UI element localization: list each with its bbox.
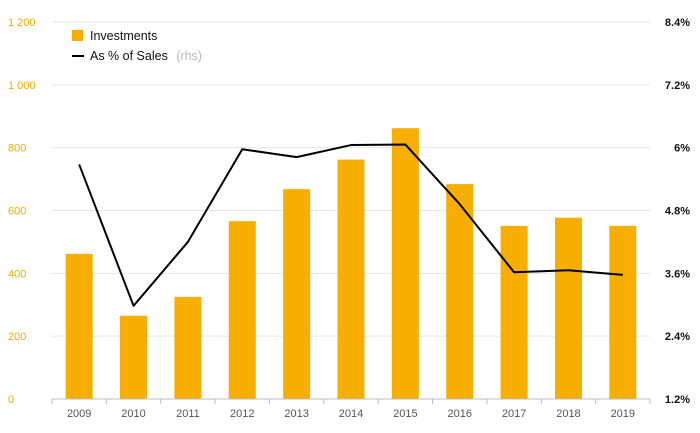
x-tick-label: 2009 xyxy=(67,408,91,420)
left-tick-label: 400 xyxy=(8,268,26,280)
right-tick-label: 3.6% xyxy=(665,268,690,280)
x-tick-label: 2019 xyxy=(611,408,635,420)
legend-ratio-label: As % of Sales xyxy=(90,49,168,63)
left-tick-label: 200 xyxy=(8,331,26,343)
sales-ratio-line xyxy=(78,143,623,307)
left-tick-label: 1 200 xyxy=(8,17,36,29)
bar-2018 xyxy=(554,217,582,399)
left-tick-label: 800 xyxy=(8,143,26,155)
right-tick-label: 6% xyxy=(674,143,690,155)
legend-ratio-text: As % of Sales (rhs) xyxy=(90,47,202,64)
right-y-axis-labels: 1.2% 2.4% 3.6% 4.8% 6% 7.2% 8.4% xyxy=(665,17,690,406)
x-tick-label: 2011 xyxy=(176,408,200,420)
bar-2009 xyxy=(65,253,93,399)
bar-2010 xyxy=(120,315,148,399)
bar-2016 xyxy=(446,184,474,399)
legend-ratio-note: (rhs) xyxy=(176,49,202,63)
right-tick-label: 1.2% xyxy=(665,394,690,406)
bar-2011 xyxy=(174,296,202,399)
x-tick-label: 2018 xyxy=(556,408,580,420)
x-tick-label: 2016 xyxy=(447,408,471,420)
left-y-axis-labels: 0 200 400 600 800 1 000 1 200 xyxy=(8,17,36,406)
right-tick-label: 7.2% xyxy=(665,80,690,92)
right-tick-label: 8.4% xyxy=(665,17,690,29)
x-tick-label: 2015 xyxy=(393,408,417,420)
x-tick-label: 2010 xyxy=(121,408,145,420)
left-tick-label: 0 xyxy=(8,394,14,406)
x-tick-label: 2017 xyxy=(502,408,526,420)
bar-2015 xyxy=(391,128,419,399)
x-tick-label: 2013 xyxy=(284,408,308,420)
x-axis-ticks: 2009 2010 2011 2012 2013 2014 2015 2016 2017 2018… xyxy=(51,399,651,420)
investment-bars xyxy=(65,128,637,399)
legend: Investments As % of Sales (rhs) xyxy=(72,29,202,64)
bar-2019 xyxy=(609,225,637,399)
right-tick-label: 4.8% xyxy=(665,206,690,218)
left-tick-label: 1 000 xyxy=(8,80,36,92)
x-tick-label: 2014 xyxy=(339,408,363,420)
bar-2014 xyxy=(337,159,365,399)
right-tick-label: 2.4% xyxy=(665,331,690,343)
legend-investments-label: Investments xyxy=(90,29,157,43)
legend-investments-swatch xyxy=(72,30,83,41)
x-tick-label: 2012 xyxy=(230,408,254,420)
bar-2017 xyxy=(500,225,528,399)
left-tick-label: 600 xyxy=(8,206,26,218)
bar-2013 xyxy=(283,189,311,399)
bar-2012 xyxy=(228,221,256,399)
